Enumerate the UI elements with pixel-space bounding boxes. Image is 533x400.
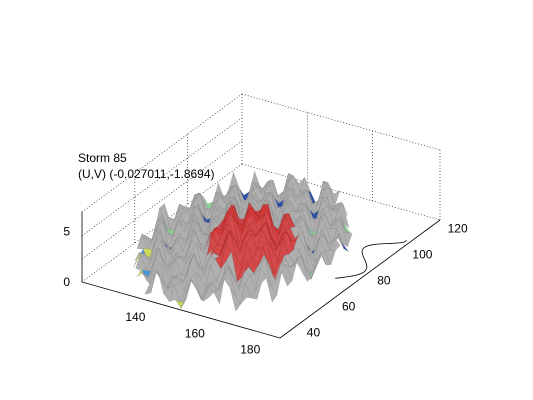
surface-cell (213, 279, 225, 305)
y-tick-label: 60 (342, 300, 356, 314)
grid-left-hline-1 (81, 117, 243, 237)
surface-cell (180, 279, 192, 309)
z-tick-label: 5 (63, 225, 70, 239)
x-tick-label: 160 (185, 327, 205, 341)
surface-cell (296, 254, 308, 282)
y-tick-label: 40 (307, 326, 321, 340)
grid-lines (81, 93, 441, 339)
x-tick-label: 180 (240, 342, 260, 356)
chart-title-line-1: Storm 85 (78, 151, 127, 165)
y-tick-label: 120 (448, 222, 468, 236)
surface-cell (281, 264, 293, 287)
x-tick-label: 140 (125, 310, 145, 324)
grid-back-top (241, 93, 441, 151)
x-axis-line (81, 281, 281, 339)
surface-mesh (133, 170, 407, 312)
z-tick-label: 0 (63, 275, 70, 289)
floor-contour (335, 240, 407, 279)
surface-cell (250, 282, 262, 300)
y-axis-line (279, 219, 441, 339)
chart-title-line-2: (U,V) (-0.027011,-1.8694) (78, 167, 215, 181)
surface-cell (229, 287, 241, 312)
grid-left-top (81, 93, 243, 213)
surface-cell (240, 282, 252, 305)
y-tick-label: 100 (412, 248, 432, 262)
grid-back-floor (241, 163, 441, 221)
surface-cell (202, 285, 214, 302)
surface-cell (266, 278, 278, 303)
y-tick-label: 80 (377, 274, 391, 288)
axis-ticks: 140 160 180 40 60 80 100 120 0 5 (63, 222, 468, 357)
grid-left-hline-0 (81, 140, 243, 260)
